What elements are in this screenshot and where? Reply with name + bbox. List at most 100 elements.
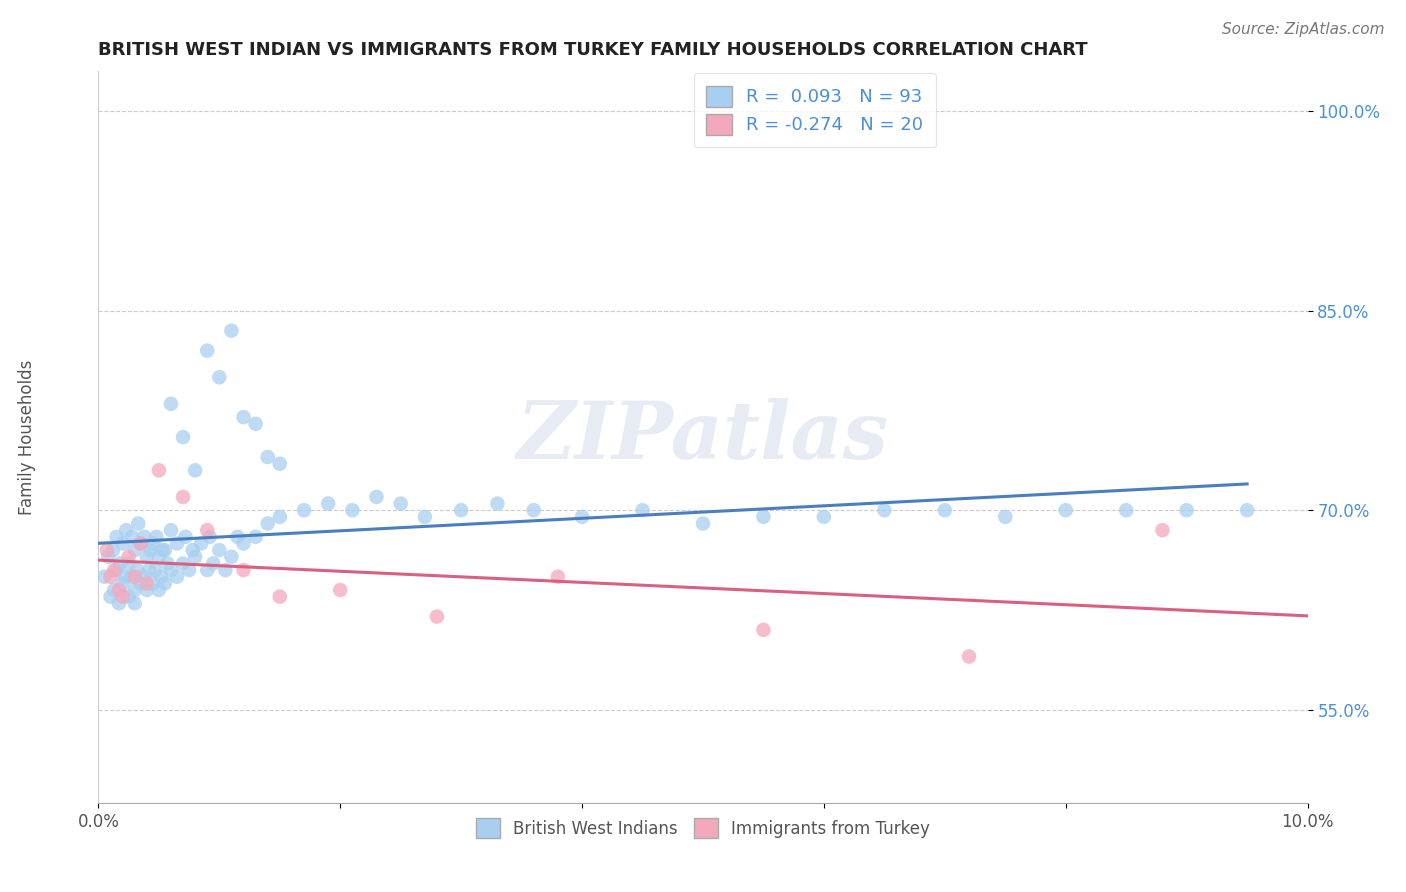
Point [752,623,775,637]
Point [547,570,569,584]
Point [139,543,162,558]
Point [118,549,141,564]
Point [135,549,157,564]
Point [172,490,194,504]
Point [148,549,170,564]
Point [138,563,160,577]
Point [413,509,436,524]
Point [450,503,472,517]
Point [631,503,654,517]
Point [1152,523,1174,537]
Point [96,543,118,558]
Point [124,543,146,558]
Point [121,530,143,544]
Point [329,582,352,597]
Point [232,563,254,577]
Point [108,557,131,571]
Point [156,557,179,571]
Point [226,530,249,544]
Point [105,563,128,577]
Point [152,543,174,558]
Point [118,590,141,604]
Point [111,590,134,604]
Point [813,509,835,524]
Point [153,576,176,591]
Point [957,649,980,664]
Point [160,397,183,411]
Legend: British West Indians, Immigrants from Turkey: British West Indians, Immigrants from Tu… [464,806,942,849]
Point [214,563,236,577]
Point [245,417,267,431]
Point [232,536,254,550]
Point [316,497,339,511]
Point [245,530,267,544]
Point [184,463,207,477]
Point [124,570,146,584]
Point [143,563,166,577]
Point [873,503,896,517]
Point [256,516,278,531]
Point [108,596,131,610]
Point [124,596,146,610]
Point [129,536,152,550]
Text: ZIPatlas: ZIPatlas [517,399,889,475]
Point [172,557,194,571]
Point [934,503,956,517]
Point [1175,503,1198,517]
Point [195,343,218,358]
Point [389,497,412,511]
Point [111,536,134,550]
Point [198,530,221,544]
Point [127,516,149,531]
Point [93,570,115,584]
Point [118,557,141,571]
Point [426,609,449,624]
Point [1054,503,1077,517]
Point [1236,503,1258,517]
Point [181,543,204,558]
Point [366,490,388,504]
Point [103,582,125,597]
Point [269,590,291,604]
Text: BRITISH WEST INDIAN VS IMMIGRANTS FROM TURKEY FAMILY HOUSEHOLDS CORRELATION CHAR: BRITISH WEST INDIAN VS IMMIGRANTS FROM T… [98,41,1088,59]
Point [184,549,207,564]
Point [105,530,128,544]
Point [134,530,156,544]
Point [208,370,231,384]
Point [124,582,146,597]
Point [142,576,165,591]
Point [115,523,138,537]
Point [160,563,183,577]
Point [342,503,364,517]
Point [135,576,157,591]
Point [256,450,278,464]
Point [571,509,593,524]
Point [195,563,218,577]
Point [269,457,291,471]
Point [166,570,188,584]
Point [221,549,243,564]
Point [221,324,243,338]
Point [120,570,142,584]
Point [129,576,152,591]
Point [174,530,197,544]
Point [129,536,152,550]
Point [269,509,291,524]
Point [148,582,170,597]
Point [692,516,714,531]
Point [208,543,231,558]
Point [127,563,149,577]
Text: Source: ZipAtlas.com: Source: ZipAtlas.com [1222,22,1385,37]
Point [100,590,122,604]
Point [166,536,188,550]
Point [111,576,134,591]
Point [179,563,201,577]
Y-axis label: Family Households: Family Households [18,359,37,515]
Point [135,582,157,597]
Point [232,410,254,425]
Point [132,570,155,584]
Point [148,463,170,477]
Point [153,543,176,558]
Point [292,503,315,517]
Point [145,530,167,544]
